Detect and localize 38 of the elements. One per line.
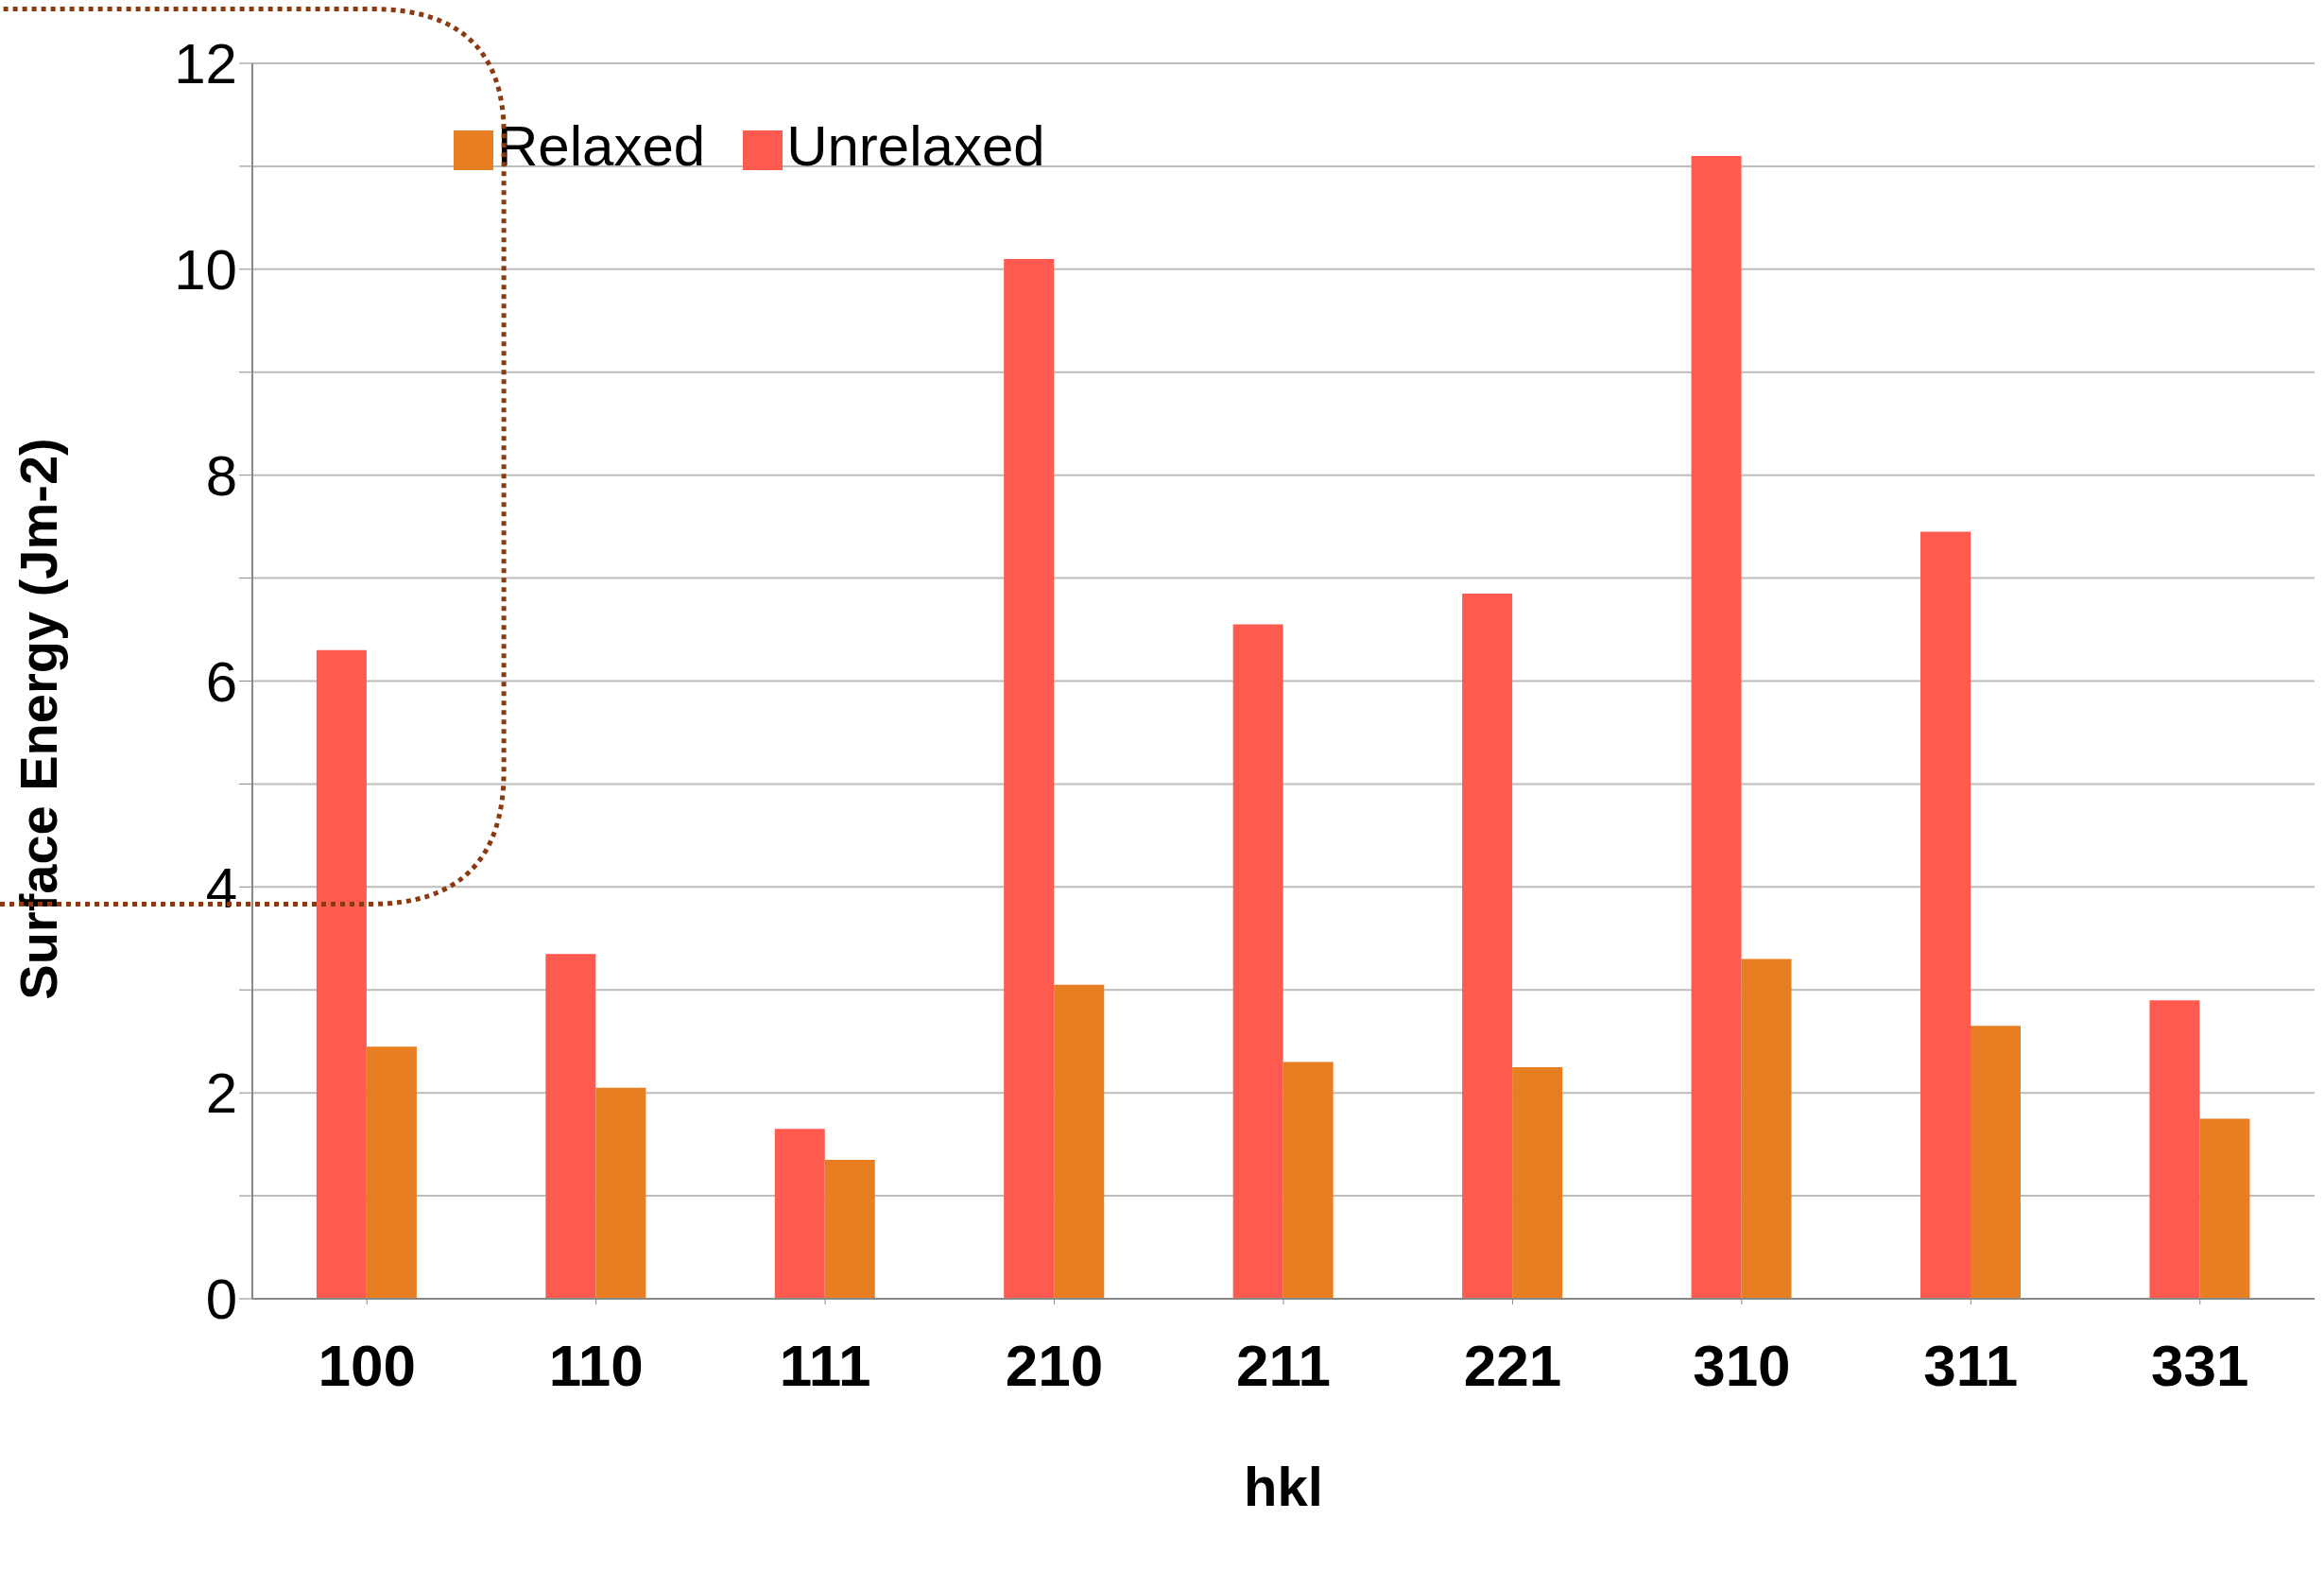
bar (1741, 958, 1792, 1299)
x-tick-label: 100 (318, 1333, 416, 1399)
x-axis-title: hkl (1244, 1456, 1323, 1517)
bar (1691, 156, 1742, 1299)
bar (2199, 1118, 2250, 1299)
legend-label: Relaxed (497, 114, 706, 178)
bar (366, 1046, 417, 1299)
x-tick-label: 111 (779, 1333, 871, 1399)
bar (2149, 1000, 2200, 1299)
y-tick-label: 10 (174, 238, 237, 302)
y-tick-label: 4 (205, 855, 237, 920)
bar (1054, 984, 1105, 1299)
bar (316, 649, 367, 1299)
y-tick-label: 0 (205, 1268, 237, 1332)
bar (595, 1087, 646, 1299)
x-tick-label: 221 (1463, 1333, 1562, 1399)
bar (1512, 1066, 1563, 1299)
bar (1232, 624, 1283, 1299)
bar (1920, 531, 1971, 1299)
bar (824, 1159, 875, 1299)
bar (1971, 1026, 2021, 1299)
bar (1462, 593, 1513, 1299)
y-tick-label: 8 (205, 443, 237, 508)
x-tick-label: 331 (2151, 1333, 2249, 1399)
x-tick-label: 310 (1693, 1333, 1791, 1399)
y-tick-label: 2 (205, 1062, 237, 1126)
x-tick-label: 210 (1005, 1333, 1104, 1399)
x-tick-label: 311 (1923, 1333, 2019, 1399)
bar (1004, 258, 1055, 1299)
y-tick-label: 12 (174, 32, 237, 96)
y-axis-title: Surface Energy (Jm-2) (8, 438, 68, 1000)
legend-label: Unrelaxed (786, 114, 1045, 178)
bar (545, 954, 596, 1299)
bar (774, 1129, 825, 1299)
x-tick-label: 211 (1235, 1333, 1332, 1399)
bar (1283, 1062, 1334, 1299)
x-tick-label: 110 (548, 1333, 644, 1399)
y-tick-label: 6 (205, 649, 237, 714)
